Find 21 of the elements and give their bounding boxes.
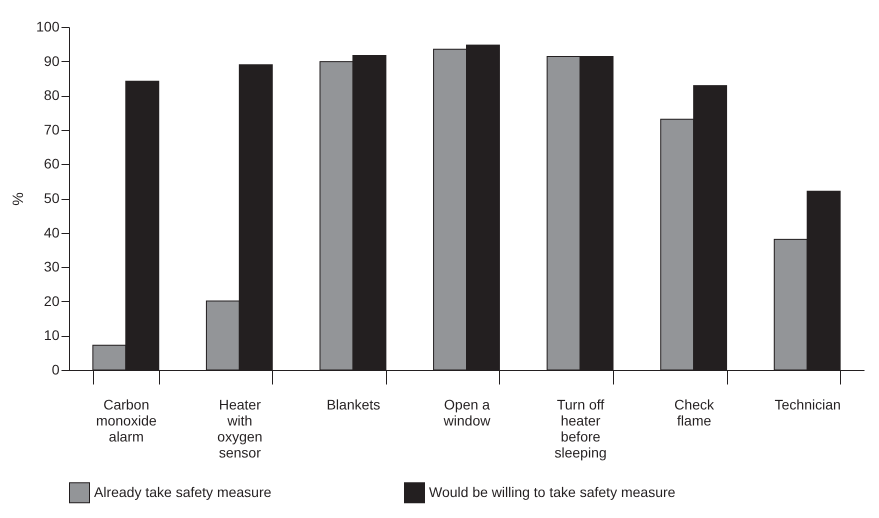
y-tick-label: 20 bbox=[44, 292, 60, 309]
y-tick-label: 70 bbox=[44, 121, 60, 138]
x-tick-label: Blankets bbox=[326, 396, 380, 412]
legend-label: Already take safety measure bbox=[94, 484, 272, 500]
x-tick-label: Heater with oxygen sensor bbox=[217, 396, 262, 460]
y-tick-label: 40 bbox=[44, 224, 60, 240]
y-tick-label: 80 bbox=[44, 87, 60, 104]
y-tick-label: 50 bbox=[44, 190, 60, 206]
y-tick-label: 30 bbox=[44, 258, 60, 275]
y-tick-label: 90 bbox=[44, 52, 60, 69]
x-tick-label: Carbon monoxide alarm bbox=[96, 396, 157, 444]
legend-label: Would be willing to take safety measure bbox=[429, 484, 676, 500]
x-tick-label: Open a window bbox=[442, 396, 492, 428]
x-tick-label: Turn off heater before sleeping bbox=[554, 396, 607, 460]
y-tick-label: 10 bbox=[44, 327, 60, 344]
x-tick-label: Technician bbox=[774, 396, 841, 412]
x-tick-label: Check flame bbox=[674, 396, 715, 428]
y-tick-label: 100 bbox=[36, 18, 60, 34]
y-axis-title: % bbox=[10, 192, 28, 206]
y-tick-label: 0 bbox=[52, 362, 60, 378]
y-tick-label: 60 bbox=[44, 156, 60, 172]
